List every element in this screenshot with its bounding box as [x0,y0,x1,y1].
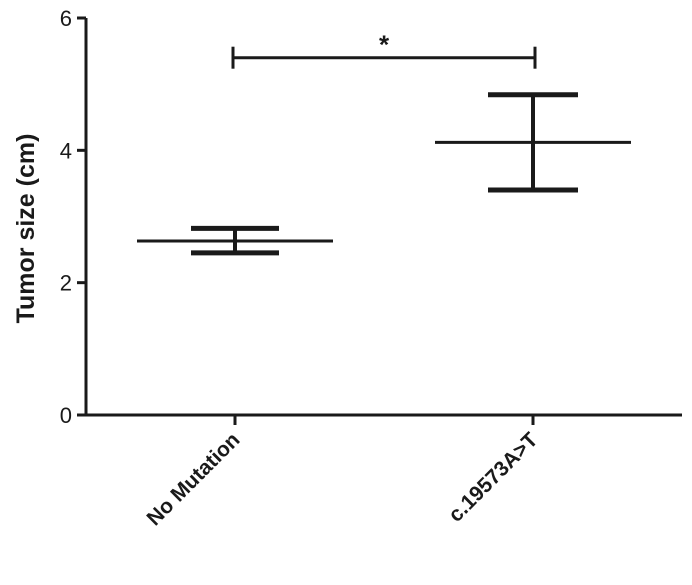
y-tick-label: 2 [60,271,72,296]
chart-marks [137,46,631,256]
y-tick-label: 6 [60,6,72,31]
y-axis-title: Tumor size (cm) [12,134,40,324]
significance-asterisk: * [379,30,390,60]
chart-labels: 0 2 4 6 No Mutation c.19573A>T Tumor size (cm)… [12,6,543,530]
chart-axes [77,16,682,425]
x-tick-label: No Mutation [142,428,244,530]
y-tick-label: 0 [60,403,72,428]
x-tick-label: c.19573A>T [444,428,543,527]
y-tick-label: 4 [60,138,72,163]
